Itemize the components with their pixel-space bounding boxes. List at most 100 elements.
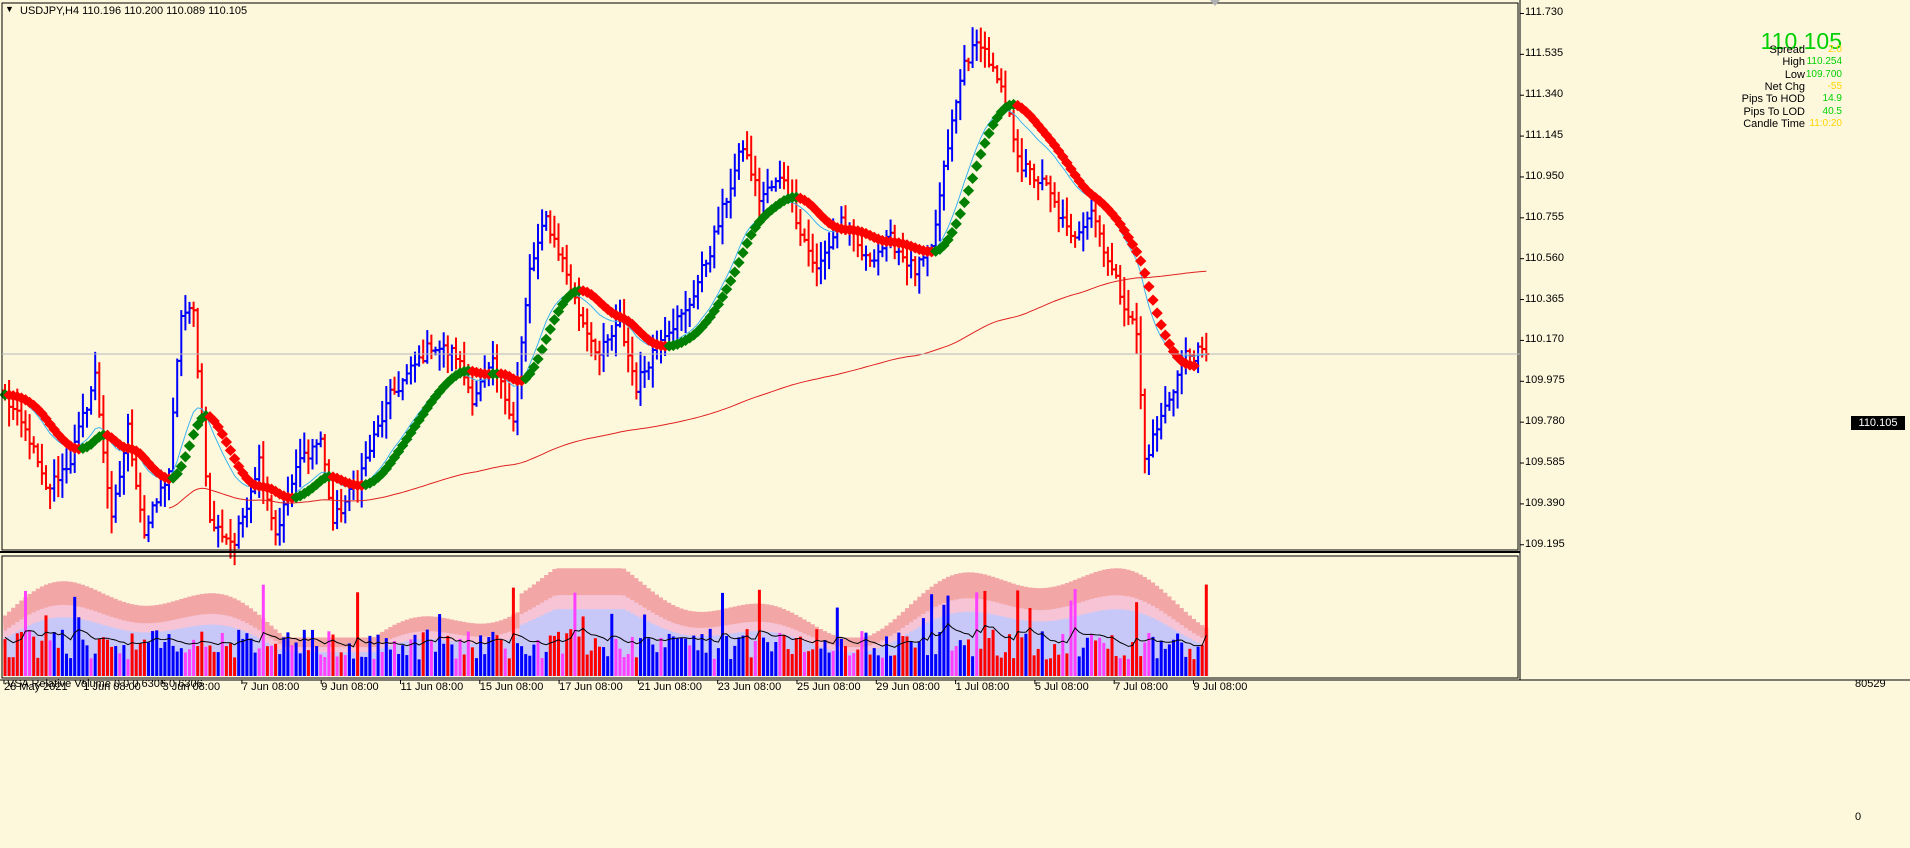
- info-row-label: Pips To LOD: [1743, 105, 1805, 118]
- volume-bar: [930, 594, 934, 676]
- trailing-stop-dot: [228, 453, 241, 465]
- volume-bar: [634, 657, 638, 676]
- price-pane[interactable]: [0, 27, 1210, 566]
- volume-bar: [548, 635, 552, 676]
- volume-bar: [249, 638, 253, 676]
- volume-bar: [188, 649, 191, 676]
- info-row-value: 14.9: [1822, 93, 1842, 105]
- volume-bar: [876, 655, 880, 676]
- price-pane-border: [1, 2, 1519, 551]
- volume-bar: [778, 632, 782, 676]
- volume-bar: [274, 643, 278, 676]
- volume-bar: [934, 654, 938, 676]
- volume-bar: [163, 642, 167, 676]
- volume-bar: [921, 618, 925, 676]
- trailing-stop-dot: [532, 353, 544, 365]
- volume-bar: [1032, 655, 1036, 676]
- volume-bar: [663, 647, 667, 676]
- volume-bar: [1003, 652, 1007, 676]
- trailing-stop-dot: [220, 436, 233, 448]
- volume-bar: [73, 596, 77, 676]
- volume-bar: [183, 652, 187, 676]
- volume-bar: [298, 653, 302, 676]
- volume-bar: [729, 658, 733, 676]
- volume-bar: [684, 638, 688, 676]
- volume-bar: [1102, 642, 1106, 676]
- volume-bar: [265, 646, 269, 676]
- trailing-stop-dot: [1155, 319, 1167, 331]
- volume-bar: [429, 640, 433, 676]
- volume-bar: [1192, 659, 1196, 676]
- volume-bar: [991, 629, 995, 676]
- trailing-stop-dot: [171, 468, 183, 480]
- volume-bar: [860, 631, 864, 676]
- volume-bar: [417, 659, 421, 676]
- trailing-stop-dot: [712, 298, 725, 311]
- volume-bar: [585, 654, 589, 676]
- volume-bar: [151, 631, 155, 676]
- volume-bar: [1049, 658, 1052, 676]
- volume-bar: [89, 658, 93, 676]
- volume-bar: [413, 634, 417, 676]
- volume-bar: [905, 636, 909, 676]
- trailing-stop-dot: [544, 323, 556, 335]
- volume-bar: [1118, 658, 1122, 676]
- trailing-stop-dot: [1126, 238, 1139, 251]
- volume-bar: [97, 638, 101, 676]
- volume-bar: [339, 652, 343, 676]
- volume-bar: [503, 648, 507, 676]
- volume-bar: [302, 629, 306, 676]
- volume-bar: [872, 648, 876, 676]
- time-axis-label: 21 Jun 08:00: [638, 681, 703, 693]
- trailing-stop-dot: [725, 275, 737, 287]
- info-row-label: High: [1782, 56, 1805, 69]
- slow-ma-line: [168, 270, 1207, 509]
- volume-bar: [1204, 584, 1208, 676]
- volume-bar: [794, 638, 798, 676]
- volume-bar: [786, 649, 790, 676]
- volume-bar: [671, 636, 675, 676]
- volume-bar: [1126, 658, 1130, 676]
- volume-bar: [540, 658, 544, 676]
- volume-bar: [692, 635, 696, 676]
- volume-bar: [1200, 644, 1204, 676]
- time-axis-label: 1 Jul 08:00: [955, 681, 1010, 693]
- volume-bar: [425, 629, 429, 676]
- volume-bar: [93, 653, 97, 676]
- time-axis-label: 1 Jun 08:00: [83, 681, 141, 693]
- chart-menu-arrow-icon[interactable]: ▼: [5, 4, 14, 14]
- price-axis-label: 109.780: [1525, 415, 1565, 428]
- volume-bar: [885, 636, 888, 676]
- volume-bar: [573, 592, 577, 676]
- volume-bar: [466, 631, 470, 676]
- trailing-stop-dot: [1135, 255, 1147, 267]
- volume-bar: [897, 632, 901, 676]
- volume-bar: [622, 657, 626, 676]
- volume-bar: [774, 641, 778, 676]
- volume-bar: [1167, 644, 1171, 676]
- volume-bar: [618, 648, 622, 676]
- volume-bar: [1053, 644, 1057, 676]
- volume-bar: [216, 652, 220, 676]
- volume-bar: [942, 604, 946, 676]
- time-axis-label: 11 Jun 08:00: [400, 681, 464, 693]
- volume-bar: [442, 643, 446, 676]
- volume-bar: [60, 629, 64, 676]
- volume-bar: [32, 636, 36, 676]
- volume-pane[interactable]: [2, 568, 1209, 676]
- info-row-value: 110.254: [1806, 56, 1842, 68]
- volume-bar: [1147, 633, 1151, 676]
- volume-bar: [220, 632, 224, 676]
- volume-bar: [421, 632, 425, 676]
- volume-bar: [335, 656, 339, 676]
- volume-bar: [450, 644, 454, 676]
- volume-bar: [507, 658, 511, 676]
- volume-bar: [815, 629, 819, 676]
- volume-bar: [643, 614, 647, 676]
- volume-bar: [708, 628, 712, 676]
- volume-bar: [237, 629, 241, 676]
- volume-bar: [532, 644, 536, 676]
- volume-bar: [1090, 634, 1093, 676]
